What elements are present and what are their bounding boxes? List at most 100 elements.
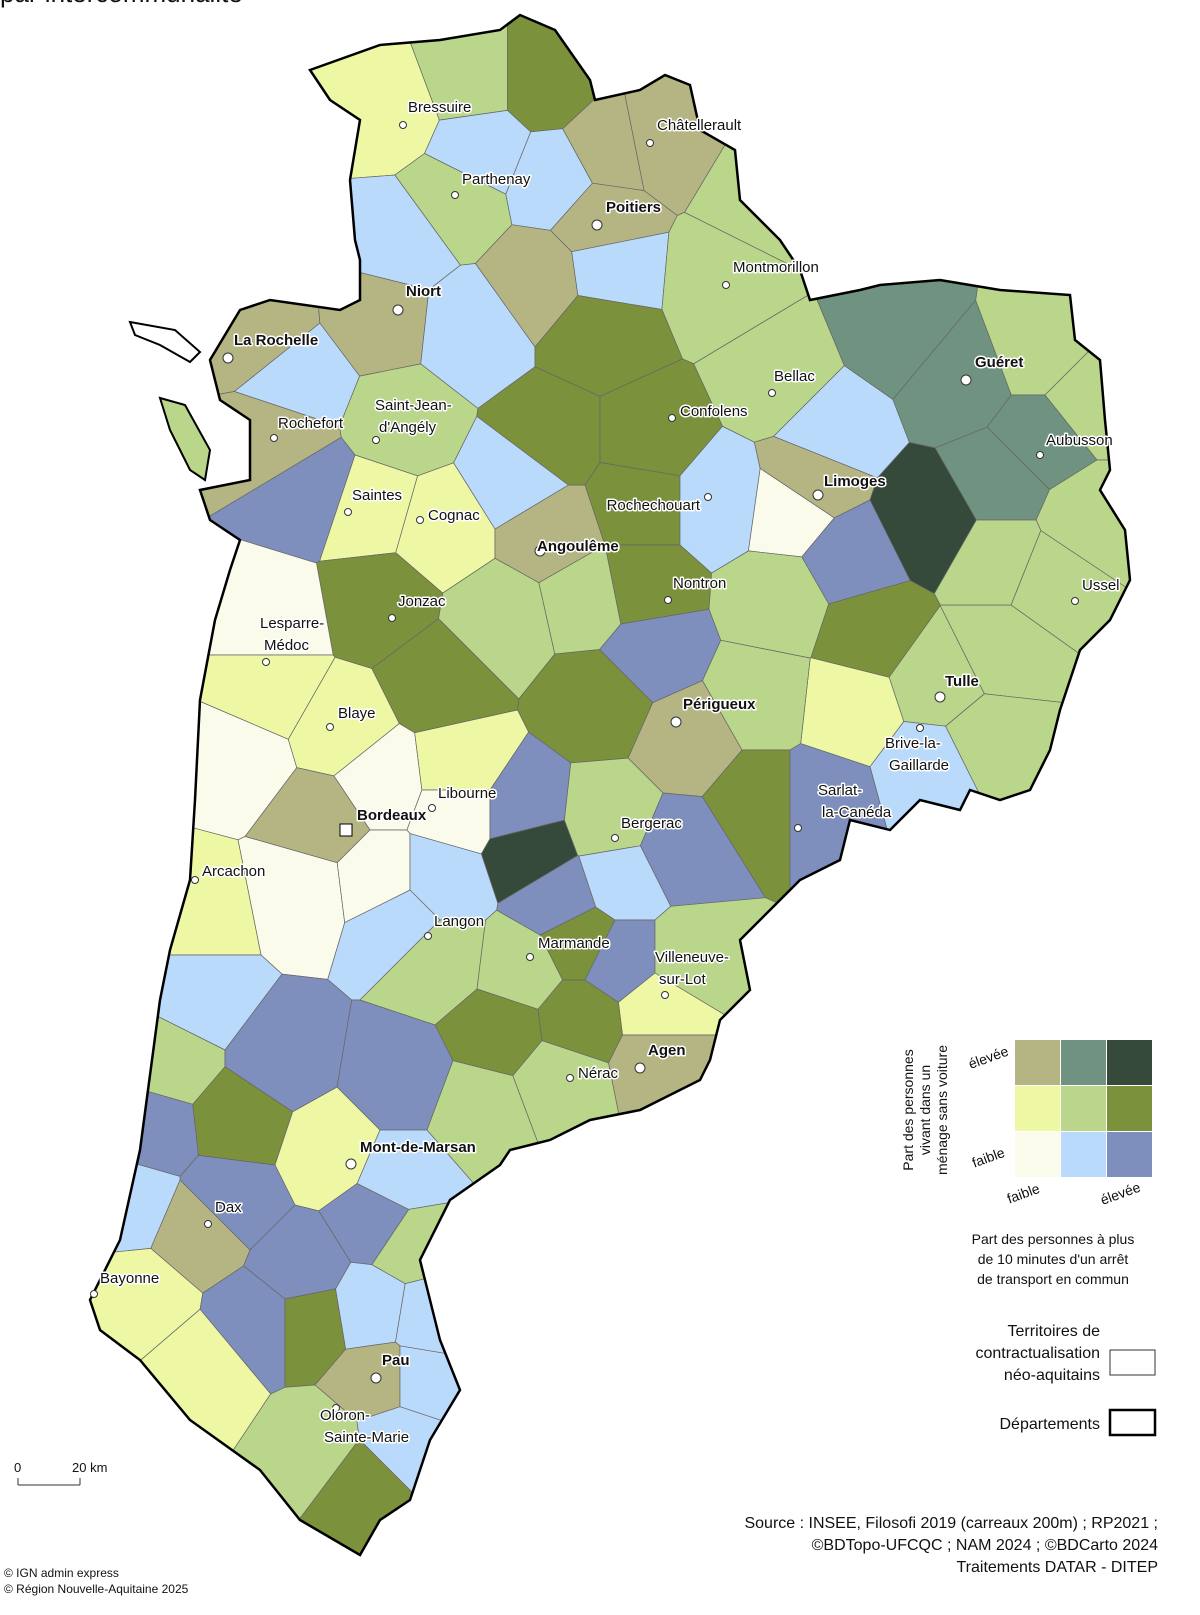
city-label: Sarlat- bbox=[818, 782, 862, 799]
city-label: Bordeaux bbox=[357, 807, 427, 824]
island bbox=[128, 320, 202, 364]
scale-label: 20 km bbox=[72, 1460, 107, 1475]
city-label: Saintes bbox=[352, 487, 402, 504]
city-marker bbox=[916, 724, 924, 732]
city-marker bbox=[392, 304, 404, 316]
legend-axis-label: de transport en commun bbox=[977, 1271, 1129, 1287]
legend-swatch bbox=[1015, 1040, 1060, 1085]
city-marker bbox=[416, 516, 424, 524]
legend-label: Départements bbox=[1000, 1416, 1101, 1433]
city-label: Limoges bbox=[824, 473, 886, 490]
scale-label: 0 bbox=[14, 1460, 21, 1475]
legend-tick: élevée bbox=[1098, 1179, 1142, 1208]
territory bbox=[933, 519, 1042, 606]
city-marker bbox=[332, 1404, 340, 1412]
city-marker bbox=[960, 374, 972, 386]
city-label: Mont-de-Marsan bbox=[360, 1139, 476, 1156]
legend-swatch bbox=[1107, 1132, 1152, 1177]
island bbox=[158, 396, 212, 482]
title: par intercommunalité bbox=[0, 0, 243, 8]
city-label: Cognac bbox=[428, 507, 480, 524]
city-marker bbox=[668, 414, 676, 422]
territory bbox=[654, 897, 1004, 1109]
city-label: Villeneuve- bbox=[655, 949, 729, 966]
city-label: Angoulême bbox=[537, 538, 619, 555]
city-label: sur-Lot bbox=[659, 971, 707, 988]
city-marker bbox=[566, 1074, 574, 1082]
legend-label: Territoires de bbox=[1008, 1323, 1101, 1340]
city-label: la-Canéda bbox=[822, 804, 892, 821]
city-label: Sainte-Marie bbox=[324, 1429, 409, 1446]
city-marker bbox=[704, 493, 712, 501]
city-label: Gaillarde bbox=[889, 757, 949, 774]
city-label: Rochechouart bbox=[607, 497, 701, 514]
city-marker bbox=[372, 436, 380, 444]
city-label: Châtellerault bbox=[657, 117, 742, 134]
territory bbox=[869, 721, 1130, 1293]
territory bbox=[90, 15, 440, 186]
legend-swatch bbox=[1108, 1408, 1157, 1437]
city-label: Aubusson bbox=[1046, 432, 1113, 449]
city-label: Bellac bbox=[774, 368, 815, 385]
city-label: La Rochelle bbox=[234, 332, 318, 349]
city-marker bbox=[424, 932, 432, 940]
city-marker bbox=[534, 545, 546, 557]
city-label: Périgueux bbox=[683, 696, 756, 713]
city-label: Oloron- bbox=[320, 1407, 370, 1424]
legend-swatch bbox=[1107, 1086, 1152, 1131]
legend-swatch bbox=[1015, 1086, 1060, 1131]
legend-axis-label: ménage sans voiture bbox=[934, 1045, 950, 1175]
territory bbox=[356, 1129, 486, 1210]
city-marker bbox=[768, 389, 776, 397]
city-label: Dax bbox=[215, 1199, 242, 1216]
city-label: Agen bbox=[648, 1042, 686, 1059]
city-marker bbox=[345, 1158, 357, 1170]
city-label: Arcachon bbox=[202, 863, 265, 880]
city-label: Saint-Jean- bbox=[375, 397, 452, 414]
legend-label: contractualisation bbox=[975, 1345, 1100, 1362]
source: ©BDTopo-UFCQC ; NAM 2024 ; ©BDCarto 2024 bbox=[812, 1537, 1158, 1554]
city-label: Pau bbox=[382, 1352, 410, 1369]
legend-label: néo-aquitains bbox=[1004, 1367, 1100, 1384]
legend-swatch bbox=[1061, 1040, 1106, 1085]
city-marker bbox=[326, 723, 334, 731]
legend-axis-label: Part des personnes à plus bbox=[972, 1231, 1135, 1247]
city-marker bbox=[204, 1220, 212, 1228]
legend: Part des personnes vivant dans un ménage s… bbox=[900, 1040, 1157, 1437]
city-marker bbox=[339, 823, 353, 837]
city-marker bbox=[634, 1062, 646, 1074]
city-label: Guéret bbox=[975, 354, 1023, 371]
legend-axis-label: de 10 minutes d'un arrêt bbox=[978, 1251, 1129, 1267]
city-label: Bayonne bbox=[100, 1270, 159, 1287]
cities: Bressuire Châtellerault Parthenay Poitiers M… bbox=[90, 98, 1121, 1448]
city-marker bbox=[646, 139, 654, 147]
source: Source : INSEE, Filosofi 2019 (carreaux … bbox=[744, 1515, 1158, 1532]
city-label: Médoc bbox=[264, 637, 310, 654]
city-label: Bressuire bbox=[408, 99, 471, 116]
city-marker bbox=[611, 834, 619, 842]
city-label: Nontron bbox=[673, 575, 726, 592]
city-label: Parthenay bbox=[462, 171, 531, 188]
city-label: Jonzac bbox=[398, 593, 446, 610]
city-marker bbox=[428, 804, 436, 812]
territory bbox=[453, 415, 569, 530]
city-marker bbox=[812, 489, 824, 501]
city-marker bbox=[670, 716, 682, 728]
city-marker bbox=[344, 508, 352, 516]
city-label: Marmande bbox=[538, 935, 610, 952]
legend-tick: faible bbox=[970, 1144, 1007, 1171]
city-marker bbox=[794, 824, 802, 832]
city-label: Tulle bbox=[945, 673, 979, 690]
legend-swatch bbox=[1015, 1132, 1060, 1177]
legend-swatch bbox=[1061, 1132, 1106, 1177]
city-marker bbox=[1071, 597, 1079, 605]
territory bbox=[684, 15, 1048, 280]
city-label: Langon bbox=[434, 913, 484, 930]
city-label: Lesparre- bbox=[260, 615, 324, 632]
city-marker bbox=[1036, 451, 1044, 459]
legend-tick: élevée bbox=[966, 1043, 1010, 1072]
city-marker bbox=[370, 1372, 382, 1384]
territory bbox=[538, 544, 622, 655]
